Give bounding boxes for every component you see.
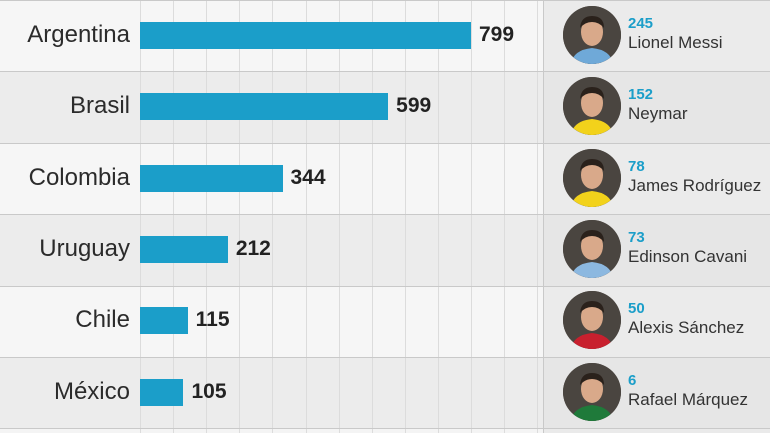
grid-line (404, 0, 406, 433)
bar-value-label: 212 (235, 236, 271, 260)
bar-value-label: 105 (191, 379, 227, 403)
country-label: México (53, 377, 130, 405)
grid-line (537, 0, 539, 433)
bar (140, 378, 184, 406)
grid-line (371, 0, 373, 433)
grid-line (239, 0, 241, 433)
bar (140, 164, 283, 192)
bar (140, 21, 471, 49)
player-name: Lionel Messi (628, 32, 723, 52)
player-goals: 78 (628, 157, 645, 175)
bar (140, 93, 389, 121)
row-divider (0, 357, 770, 358)
player-avatar (563, 291, 621, 350)
grid-line (471, 0, 472, 433)
bar (140, 235, 228, 263)
grid-line (305, 0, 307, 433)
bar-value-label: 599 (396, 94, 432, 118)
row-divider (0, 428, 770, 429)
player-avatar (563, 5, 621, 64)
top-scorers-panel (543, 0, 770, 433)
grid-line (140, 0, 141, 433)
player-avatar (563, 362, 621, 421)
player-avatar (563, 219, 621, 278)
player-goals: 50 (628, 300, 645, 318)
row-divider (0, 71, 770, 72)
row-divider (0, 143, 770, 144)
row-divider (0, 214, 770, 215)
row-divider (0, 0, 770, 1)
player-name: Edinson Cavani (628, 246, 748, 266)
country-label: Argentina (27, 20, 130, 48)
country-label: Uruguay (39, 234, 130, 262)
grid-line (338, 0, 340, 433)
country-label: Colombia (28, 163, 130, 191)
player-avatar (563, 77, 621, 136)
row-divider (0, 286, 770, 287)
country-label: Chile (75, 306, 130, 334)
grid-line (504, 0, 506, 433)
player-name: Alexis Sánchez (628, 318, 745, 338)
bar (140, 307, 188, 335)
grid-line (173, 0, 175, 433)
player-avatar (563, 148, 621, 207)
player-name: Neymar (628, 104, 688, 124)
country-label: Brasil (69, 92, 130, 120)
bar-value-label: 799 (479, 22, 515, 46)
player-goals: 6 (628, 371, 637, 389)
grid-line (272, 0, 274, 433)
player-name: Rafael Márquez (628, 389, 749, 409)
player-name: James Rodríguez (628, 175, 762, 195)
grid-line (206, 0, 208, 433)
bar-value-label: 344 (290, 165, 326, 189)
grid-line (437, 0, 439, 433)
player-goals: 73 (628, 228, 645, 246)
bar-value-label: 115 (195, 308, 230, 332)
player-goals: 245 (628, 14, 654, 32)
player-goals: 152 (628, 86, 654, 104)
